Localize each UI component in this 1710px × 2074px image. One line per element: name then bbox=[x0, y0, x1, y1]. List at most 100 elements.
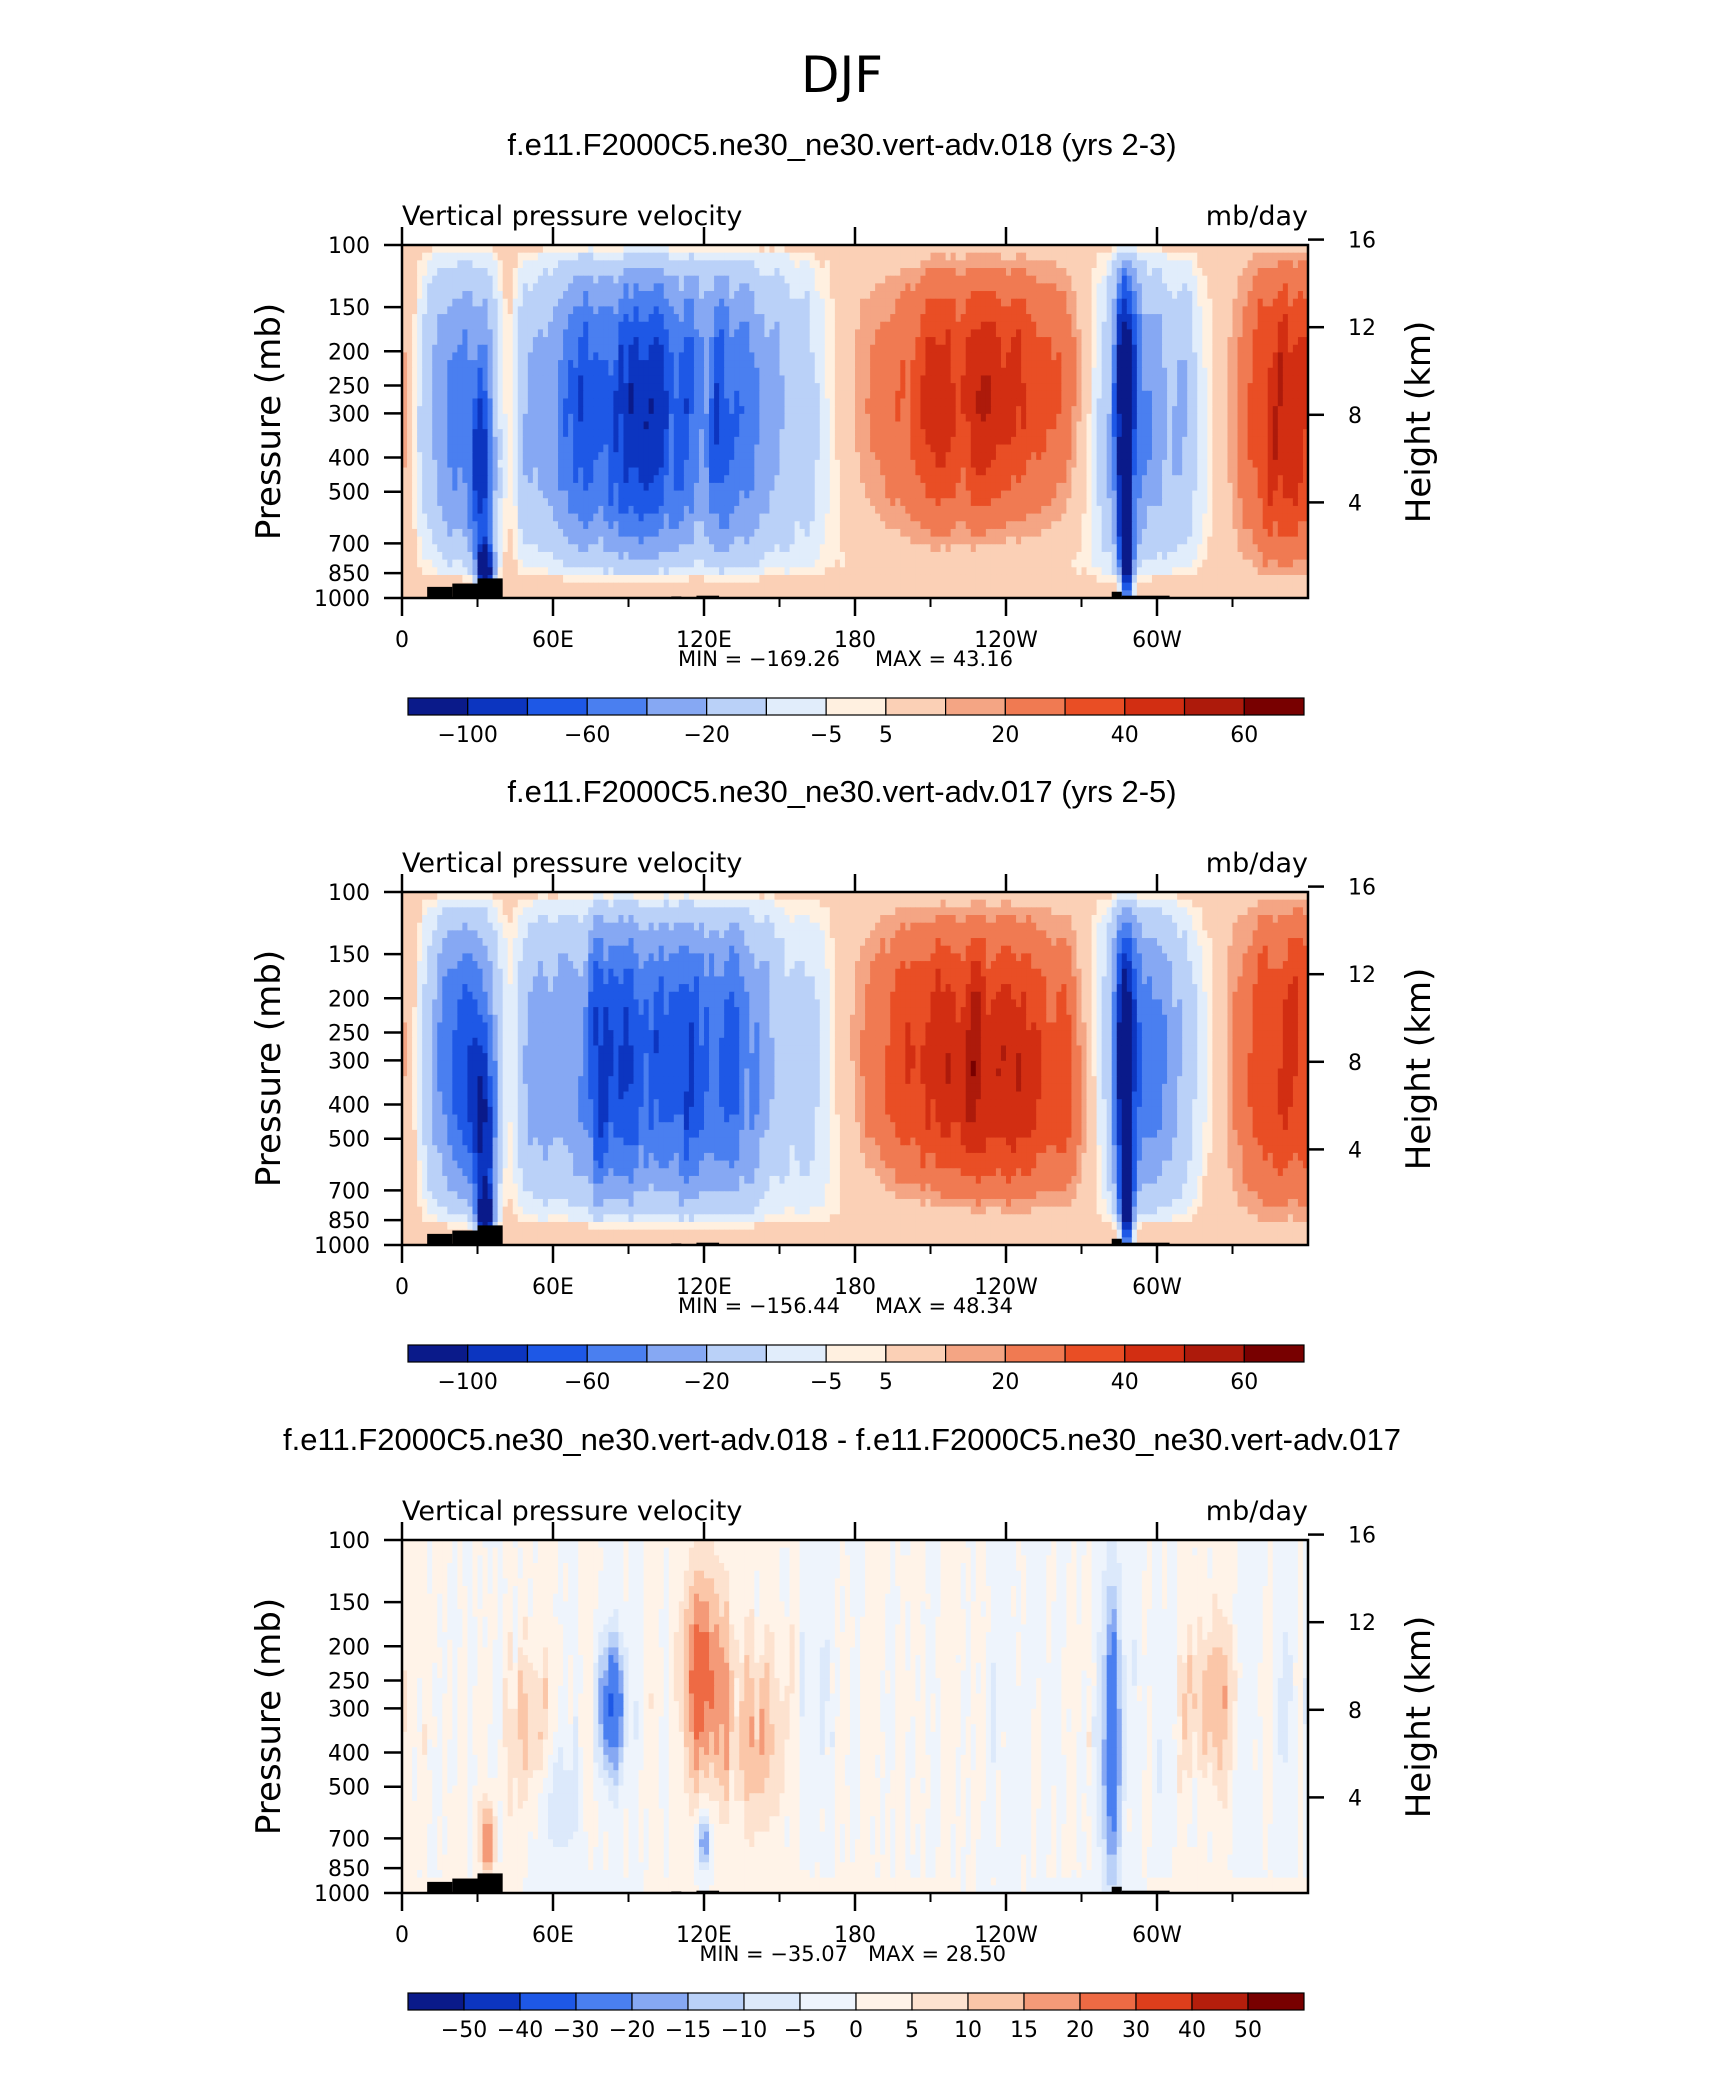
heatmap-cell bbox=[1117, 429, 1123, 437]
heatmap-cell bbox=[795, 360, 801, 368]
heatmap-cell bbox=[447, 306, 453, 314]
heatmap-cell bbox=[1026, 337, 1032, 345]
heatmap-cell bbox=[714, 368, 720, 376]
heatmap-cell bbox=[689, 429, 695, 437]
heatmap-cell bbox=[1031, 337, 1037, 345]
heatmap-cell bbox=[608, 360, 614, 368]
heatmap-cell bbox=[1233, 329, 1239, 337]
heatmap-cell bbox=[845, 422, 851, 430]
heatmap-cell bbox=[508, 429, 514, 437]
heatmap-cell bbox=[1046, 452, 1052, 460]
heatmap-cell bbox=[1157, 391, 1163, 399]
heatmap-cell bbox=[1102, 306, 1108, 314]
heatmap-cell bbox=[588, 383, 594, 391]
heatmap-cell bbox=[1036, 283, 1042, 291]
heatmap-cell bbox=[427, 322, 433, 330]
heatmap-cell bbox=[1046, 276, 1052, 284]
heatmap-cell bbox=[855, 276, 861, 284]
heatmap-cell bbox=[835, 429, 841, 437]
heatmap-cell bbox=[956, 322, 962, 330]
heatmap-cell bbox=[1061, 260, 1067, 268]
heatmap-cell bbox=[694, 398, 700, 406]
heatmap-cell bbox=[568, 368, 574, 376]
heatmap-cell bbox=[452, 291, 458, 299]
heatmap-cell bbox=[1152, 398, 1158, 406]
heatmap-cell bbox=[946, 452, 952, 460]
heatmap-cell bbox=[774, 429, 780, 437]
heatmap-cell bbox=[790, 383, 796, 391]
heatmap-cell bbox=[412, 283, 418, 291]
heatmap-cell bbox=[1097, 268, 1103, 276]
heatmap-cell bbox=[548, 398, 554, 406]
heatmap-cell bbox=[805, 329, 811, 337]
heatmap-cell bbox=[915, 422, 921, 430]
heatmap-cell bbox=[936, 337, 942, 345]
heatmap-cell bbox=[769, 283, 775, 291]
heatmap-cell bbox=[503, 276, 509, 284]
heatmap-cell bbox=[739, 375, 745, 383]
heatmap-cell bbox=[608, 283, 614, 291]
heatmap-cell bbox=[845, 345, 851, 353]
heatmap-cell bbox=[754, 422, 760, 430]
heatmap-cell bbox=[890, 375, 896, 383]
heatmap-cell bbox=[719, 429, 725, 437]
heatmap-cell bbox=[462, 291, 468, 299]
heatmap-cell bbox=[432, 445, 438, 453]
heatmap-cell bbox=[966, 337, 972, 345]
heatmap-cell bbox=[538, 345, 544, 353]
heatmap-cell bbox=[1207, 445, 1213, 453]
heatmap-cell bbox=[830, 283, 836, 291]
heatmap-cell bbox=[503, 352, 509, 360]
heatmap-cell bbox=[417, 291, 423, 299]
heatmap-cell bbox=[1227, 276, 1233, 284]
heatmap-cell bbox=[558, 253, 564, 261]
heatmap-cell bbox=[820, 398, 826, 406]
heatmap-cell bbox=[548, 329, 554, 337]
heatmap-cell bbox=[1001, 329, 1007, 337]
heatmap-cell bbox=[1137, 368, 1143, 376]
heatmap-cell bbox=[629, 375, 635, 383]
heatmap-cell bbox=[548, 299, 554, 307]
heatmap-cell bbox=[1192, 291, 1198, 299]
heatmap-cell bbox=[835, 398, 841, 406]
heatmap-cell bbox=[966, 291, 972, 299]
heatmap-cell bbox=[855, 437, 861, 445]
heatmap-cell bbox=[1298, 375, 1304, 383]
heatmap-cell bbox=[447, 291, 453, 299]
heatmap-cell bbox=[538, 406, 544, 414]
heatmap-cell bbox=[1122, 299, 1128, 307]
heatmap-cell bbox=[558, 368, 564, 376]
heatmap-cell bbox=[1293, 268, 1299, 276]
heatmap-cell bbox=[835, 337, 841, 345]
heatmap-cell bbox=[996, 452, 1002, 460]
heatmap-cell bbox=[437, 352, 443, 360]
heatmap-cell bbox=[971, 352, 977, 360]
heatmap-cell bbox=[976, 299, 982, 307]
heatmap-cell bbox=[865, 283, 871, 291]
heatmap-cell bbox=[815, 322, 821, 330]
heatmap-cell bbox=[553, 391, 559, 399]
heatmap-cell bbox=[875, 452, 881, 460]
heatmap-cell bbox=[528, 314, 534, 322]
heatmap-cell bbox=[1117, 375, 1123, 383]
heatmap-cell bbox=[644, 414, 650, 422]
heatmap-cell bbox=[1152, 345, 1158, 353]
heatmap-cell bbox=[910, 391, 916, 399]
heatmap-cell bbox=[457, 329, 463, 337]
heatmap-cell bbox=[538, 368, 544, 376]
heatmap-cell bbox=[598, 276, 604, 284]
heatmap-cell bbox=[795, 306, 801, 314]
heatmap-cell bbox=[769, 306, 775, 314]
heatmap-cell bbox=[1177, 268, 1183, 276]
heatmap-cell bbox=[890, 429, 896, 437]
heatmap-cell bbox=[744, 414, 750, 422]
heatmap-cell bbox=[1142, 429, 1148, 437]
heatmap-cell bbox=[1278, 445, 1284, 453]
heatmap-cell bbox=[644, 368, 650, 376]
heatmap-cell bbox=[724, 360, 730, 368]
heatmap-cell bbox=[1197, 437, 1203, 445]
heatmap-cell bbox=[900, 422, 906, 430]
heatmap-cell bbox=[674, 406, 680, 414]
heatmap-cell bbox=[598, 398, 604, 406]
heatmap-cell bbox=[518, 276, 524, 284]
